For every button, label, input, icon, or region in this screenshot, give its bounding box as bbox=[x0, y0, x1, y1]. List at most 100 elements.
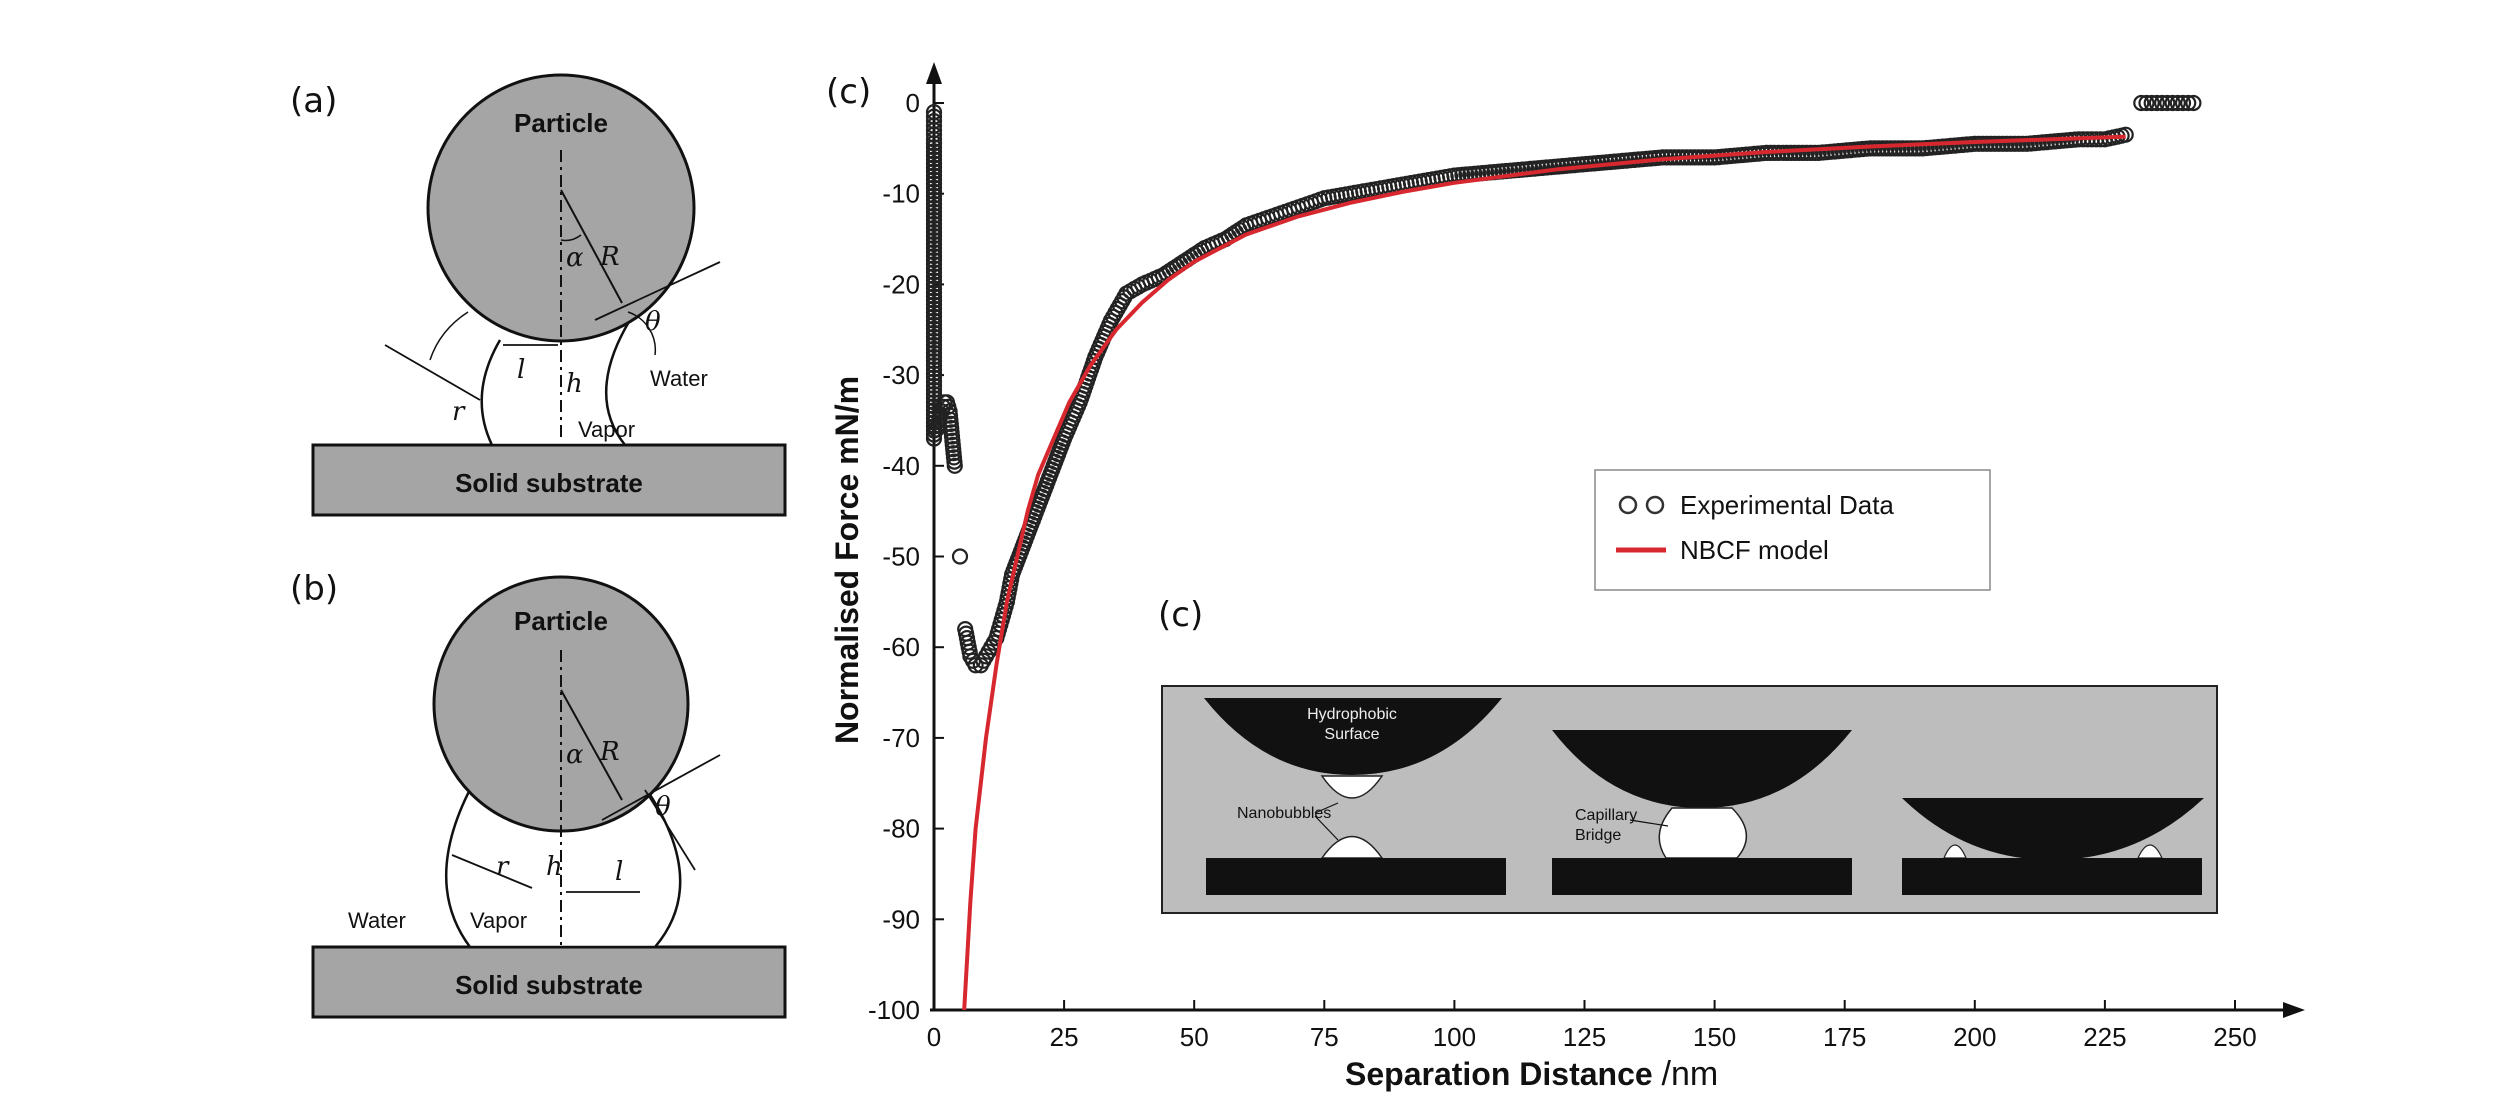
data-point bbox=[2138, 94, 2155, 112]
hydrophobic-surface-top-label-line2: Surface bbox=[1324, 726, 1379, 743]
hydrophobic-surface-top-3 bbox=[1902, 798, 2204, 860]
hydrophobic-surface-bottom-2 bbox=[1552, 858, 1852, 895]
y-tick-label: -10 bbox=[882, 179, 920, 209]
panel-b-label: (b) bbox=[290, 569, 338, 609]
data-point bbox=[925, 284, 943, 301]
y-tick-label: -20 bbox=[882, 269, 920, 299]
hydrophobic-surface-bottom-3 bbox=[1902, 858, 2202, 895]
x-tick-label: 100 bbox=[1433, 1022, 1476, 1052]
y-tick-label: -80 bbox=[882, 814, 920, 844]
data-point bbox=[925, 143, 943, 160]
R-symbol-a: R bbox=[599, 242, 620, 272]
y-tick-label: -70 bbox=[882, 723, 920, 753]
alpha-arc-a bbox=[560, 234, 582, 242]
tangent-line-b bbox=[601, 754, 721, 821]
data-point bbox=[925, 103, 943, 121]
nanobubble-bottom bbox=[1320, 835, 1384, 859]
data-point bbox=[2174, 94, 2192, 112]
data-point bbox=[925, 381, 943, 398]
data-point bbox=[1898, 140, 1915, 157]
theta-symbol-a: θ bbox=[645, 307, 661, 337]
data-point bbox=[925, 357, 943, 374]
data-point bbox=[925, 336, 943, 353]
data-point bbox=[925, 353, 943, 370]
x-axis-title: Separation Distance /nm bbox=[1345, 1055, 1718, 1093]
solid-substrate-a bbox=[311, 443, 787, 517]
inset-label: (c) bbox=[1158, 595, 1203, 635]
y-tick-label: -40 bbox=[882, 451, 920, 481]
data-point bbox=[925, 369, 943, 386]
data-point bbox=[925, 167, 943, 184]
legend-marker-2 bbox=[1645, 495, 1665, 515]
x-axis-arrow bbox=[2283, 1002, 2305, 1018]
data-point bbox=[925, 195, 943, 212]
h-symbol-b: h bbox=[546, 852, 563, 882]
legend-marker-1 bbox=[1618, 495, 1638, 515]
hydrophobic-surface-top-1 bbox=[1204, 698, 1502, 775]
legend-label-experimental: Experimental Data bbox=[1680, 490, 1894, 520]
hydrophobic-surface-top-label-line1: Hydrophobic bbox=[1307, 706, 1397, 723]
vapor-bubble-b bbox=[445, 779, 682, 949]
panel-a-label: (a) bbox=[290, 81, 337, 121]
data-point bbox=[925, 361, 943, 378]
substrate-label-a: Solid substrate bbox=[455, 468, 643, 498]
panel-b: (b) Solid substrate Particle α R θ l h r… bbox=[290, 569, 787, 1019]
y-tick-label: -90 bbox=[882, 904, 920, 934]
tangent-line-a bbox=[594, 261, 721, 321]
data-point bbox=[925, 348, 943, 366]
panel-c-label: (c) bbox=[826, 72, 871, 112]
r-symbol-b: r bbox=[496, 852, 510, 882]
legend-label-model: NBCF model bbox=[1680, 535, 1829, 565]
r-line-b bbox=[451, 854, 533, 889]
data-point bbox=[2169, 94, 2186, 112]
x-tick-label: 75 bbox=[1310, 1022, 1339, 1052]
data-point bbox=[925, 377, 943, 394]
data-point bbox=[925, 232, 943, 249]
data-point bbox=[925, 373, 943, 390]
x-ticks: 0 25 50 75 100 125 150 175 200 225 250 bbox=[927, 1000, 2257, 1052]
data-point bbox=[925, 219, 943, 237]
particle-label-b: Particle bbox=[514, 606, 608, 636]
y-axis-title: Normalised Force mN/m bbox=[829, 376, 865, 744]
data-point bbox=[925, 155, 943, 172]
residual-bubble-right bbox=[2137, 844, 2163, 859]
water-label-a: Water bbox=[650, 366, 708, 391]
nanobubbles-label: Nanobubbles bbox=[1237, 805, 1331, 822]
data-point bbox=[2133, 94, 2150, 112]
data-point bbox=[967, 657, 984, 674]
hydrophobic-surface-top-2 bbox=[1552, 730, 1852, 808]
data-point bbox=[925, 272, 943, 289]
panel-c: (c) 0 25 50 75 100 125 150 175 200 225 250 0 -10 -20… bbox=[826, 62, 2305, 1093]
data-point bbox=[925, 108, 943, 125]
data-point bbox=[946, 457, 963, 474]
contact-line-b bbox=[644, 789, 696, 871]
water-label-b: Water bbox=[348, 908, 406, 933]
data-point bbox=[925, 260, 943, 277]
water-meniscus-a bbox=[480, 319, 632, 447]
legend-box bbox=[1594, 469, 1991, 591]
nbcf-model-series bbox=[962, 134, 2126, 1011]
x-tick-label: 150 bbox=[1693, 1022, 1736, 1052]
capillary-bridge bbox=[1658, 807, 1747, 859]
data-point bbox=[2164, 94, 2181, 112]
data-point bbox=[925, 365, 943, 382]
y-axis-arrow bbox=[926, 62, 942, 84]
h-symbol-a: h bbox=[566, 369, 583, 399]
data-point bbox=[925, 324, 943, 341]
data-point bbox=[2180, 94, 2197, 112]
capillary-bridge-label-line2: Bridge bbox=[1575, 827, 1621, 844]
experimental-data-series bbox=[925, 94, 2202, 674]
y-tick-label: 0 bbox=[906, 88, 920, 118]
x-tick-label: 50 bbox=[1180, 1022, 1209, 1052]
data-point bbox=[2143, 94, 2160, 112]
y-ticks: 0 -10 -20 -30 -40 -50 -60 -70 -80 -90 -100 bbox=[868, 88, 944, 1025]
data-point bbox=[925, 312, 943, 329]
data-point bbox=[2117, 126, 2134, 143]
x-tick-label: 175 bbox=[1823, 1022, 1866, 1052]
alpha-symbol-b: α bbox=[566, 740, 584, 770]
r-line-a bbox=[384, 344, 481, 401]
y-tick-label: -50 bbox=[882, 542, 920, 572]
capillary-bridge-label-line1: Capillary bbox=[1575, 807, 1637, 824]
nanobubbles-pointer-2 bbox=[1314, 815, 1339, 841]
